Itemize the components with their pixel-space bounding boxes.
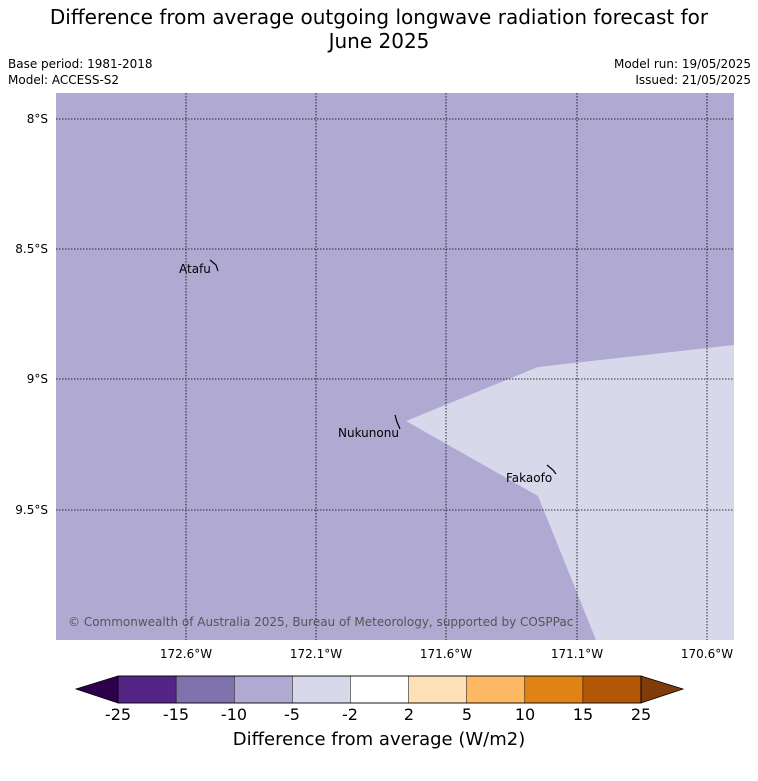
lat-label-9-5s: 9.5°S [15,503,48,517]
colorbar-segment [466,675,526,704]
lon-label-172-6w: 172.6°W [159,647,213,661]
colorbar-segment [292,675,351,704]
lon-label-171-6w: 171.6°W [419,647,473,661]
anomaly-field-light [406,345,734,640]
colorbar-tick: 25 [630,705,652,724]
lon-label-172-1w: 172.1°W [289,647,343,661]
colorbar-segment [408,675,468,704]
place-label-nukunonu: Nukunonu [338,426,399,440]
map-title: Difference from average outgoing longwav… [0,5,758,53]
atoll-fakaofo [546,464,557,475]
colorbar-segment [233,675,293,704]
colorbar-title: Difference from average (W/m2) [232,729,526,750]
issued-date: Issued: 21/05/2025 [635,73,751,87]
lat-label-8-5s: 8.5°S [15,242,48,256]
lat-label-9s: 9°S [26,372,48,386]
meta-left: Base period: 1981-2018 Model: ACCESS-S2 [8,56,153,88]
map-panel: Atafu Nukunonu Fakaofo © Commonwealth of… [56,93,734,640]
colorbar-segment [350,675,410,704]
colorbar-tick: 2 [403,705,415,724]
map-svg: Atafu Nukunonu Fakaofo © Commonwealth of… [56,93,734,640]
colorbar-frame [117,675,642,704]
atoll-atafu [209,259,219,272]
colorbar-over-arrow [640,675,685,704]
base-period: Base period: 1981-2018 [8,57,153,71]
lon-label-170-6w: 170.6°W [680,647,734,661]
colorbar-tick: -15 [162,705,190,724]
colorbar-segment [117,675,177,704]
lat-label-8s: 8°S [26,112,48,126]
place-label-atafu: Atafu [179,262,211,276]
title-line-2: June 2025 [328,29,430,53]
colorbar-segment [175,675,235,704]
colorbar-tick: -2 [342,705,358,724]
colorbar-segments [117,675,642,704]
colorbar-tick: -5 [284,705,300,724]
title-line-1: Difference from average outgoing longwav… [49,5,709,29]
place-label-fakaofo: Fakaofo [506,471,552,485]
atoll-outlines [209,259,557,475]
colorbar-tick: 10 [514,705,536,724]
colorbar-tick: -25 [104,705,132,724]
colorbar [74,675,685,704]
model-run: Model run: 19/05/2025 [613,57,751,71]
colorbar-segment [524,675,584,704]
colorbar-tick: 5 [461,705,473,724]
colorbar-segment [582,675,642,704]
atoll-nukunonu [394,414,401,430]
graticule [56,93,734,640]
copyright-notice: © Commonwealth of Australia 2025, Bureau… [68,615,573,629]
colorbar-under-arrow [74,675,119,704]
colorbar-tick: 15 [572,705,594,724]
model-name: Model: ACCESS-S2 [8,73,120,87]
meta-right: Model run: 19/05/2025 Issued: 21/05/2025 [614,56,751,88]
lon-label-171-1w: 171.1°W [550,647,604,661]
colorbar-tick: -10 [220,705,248,724]
